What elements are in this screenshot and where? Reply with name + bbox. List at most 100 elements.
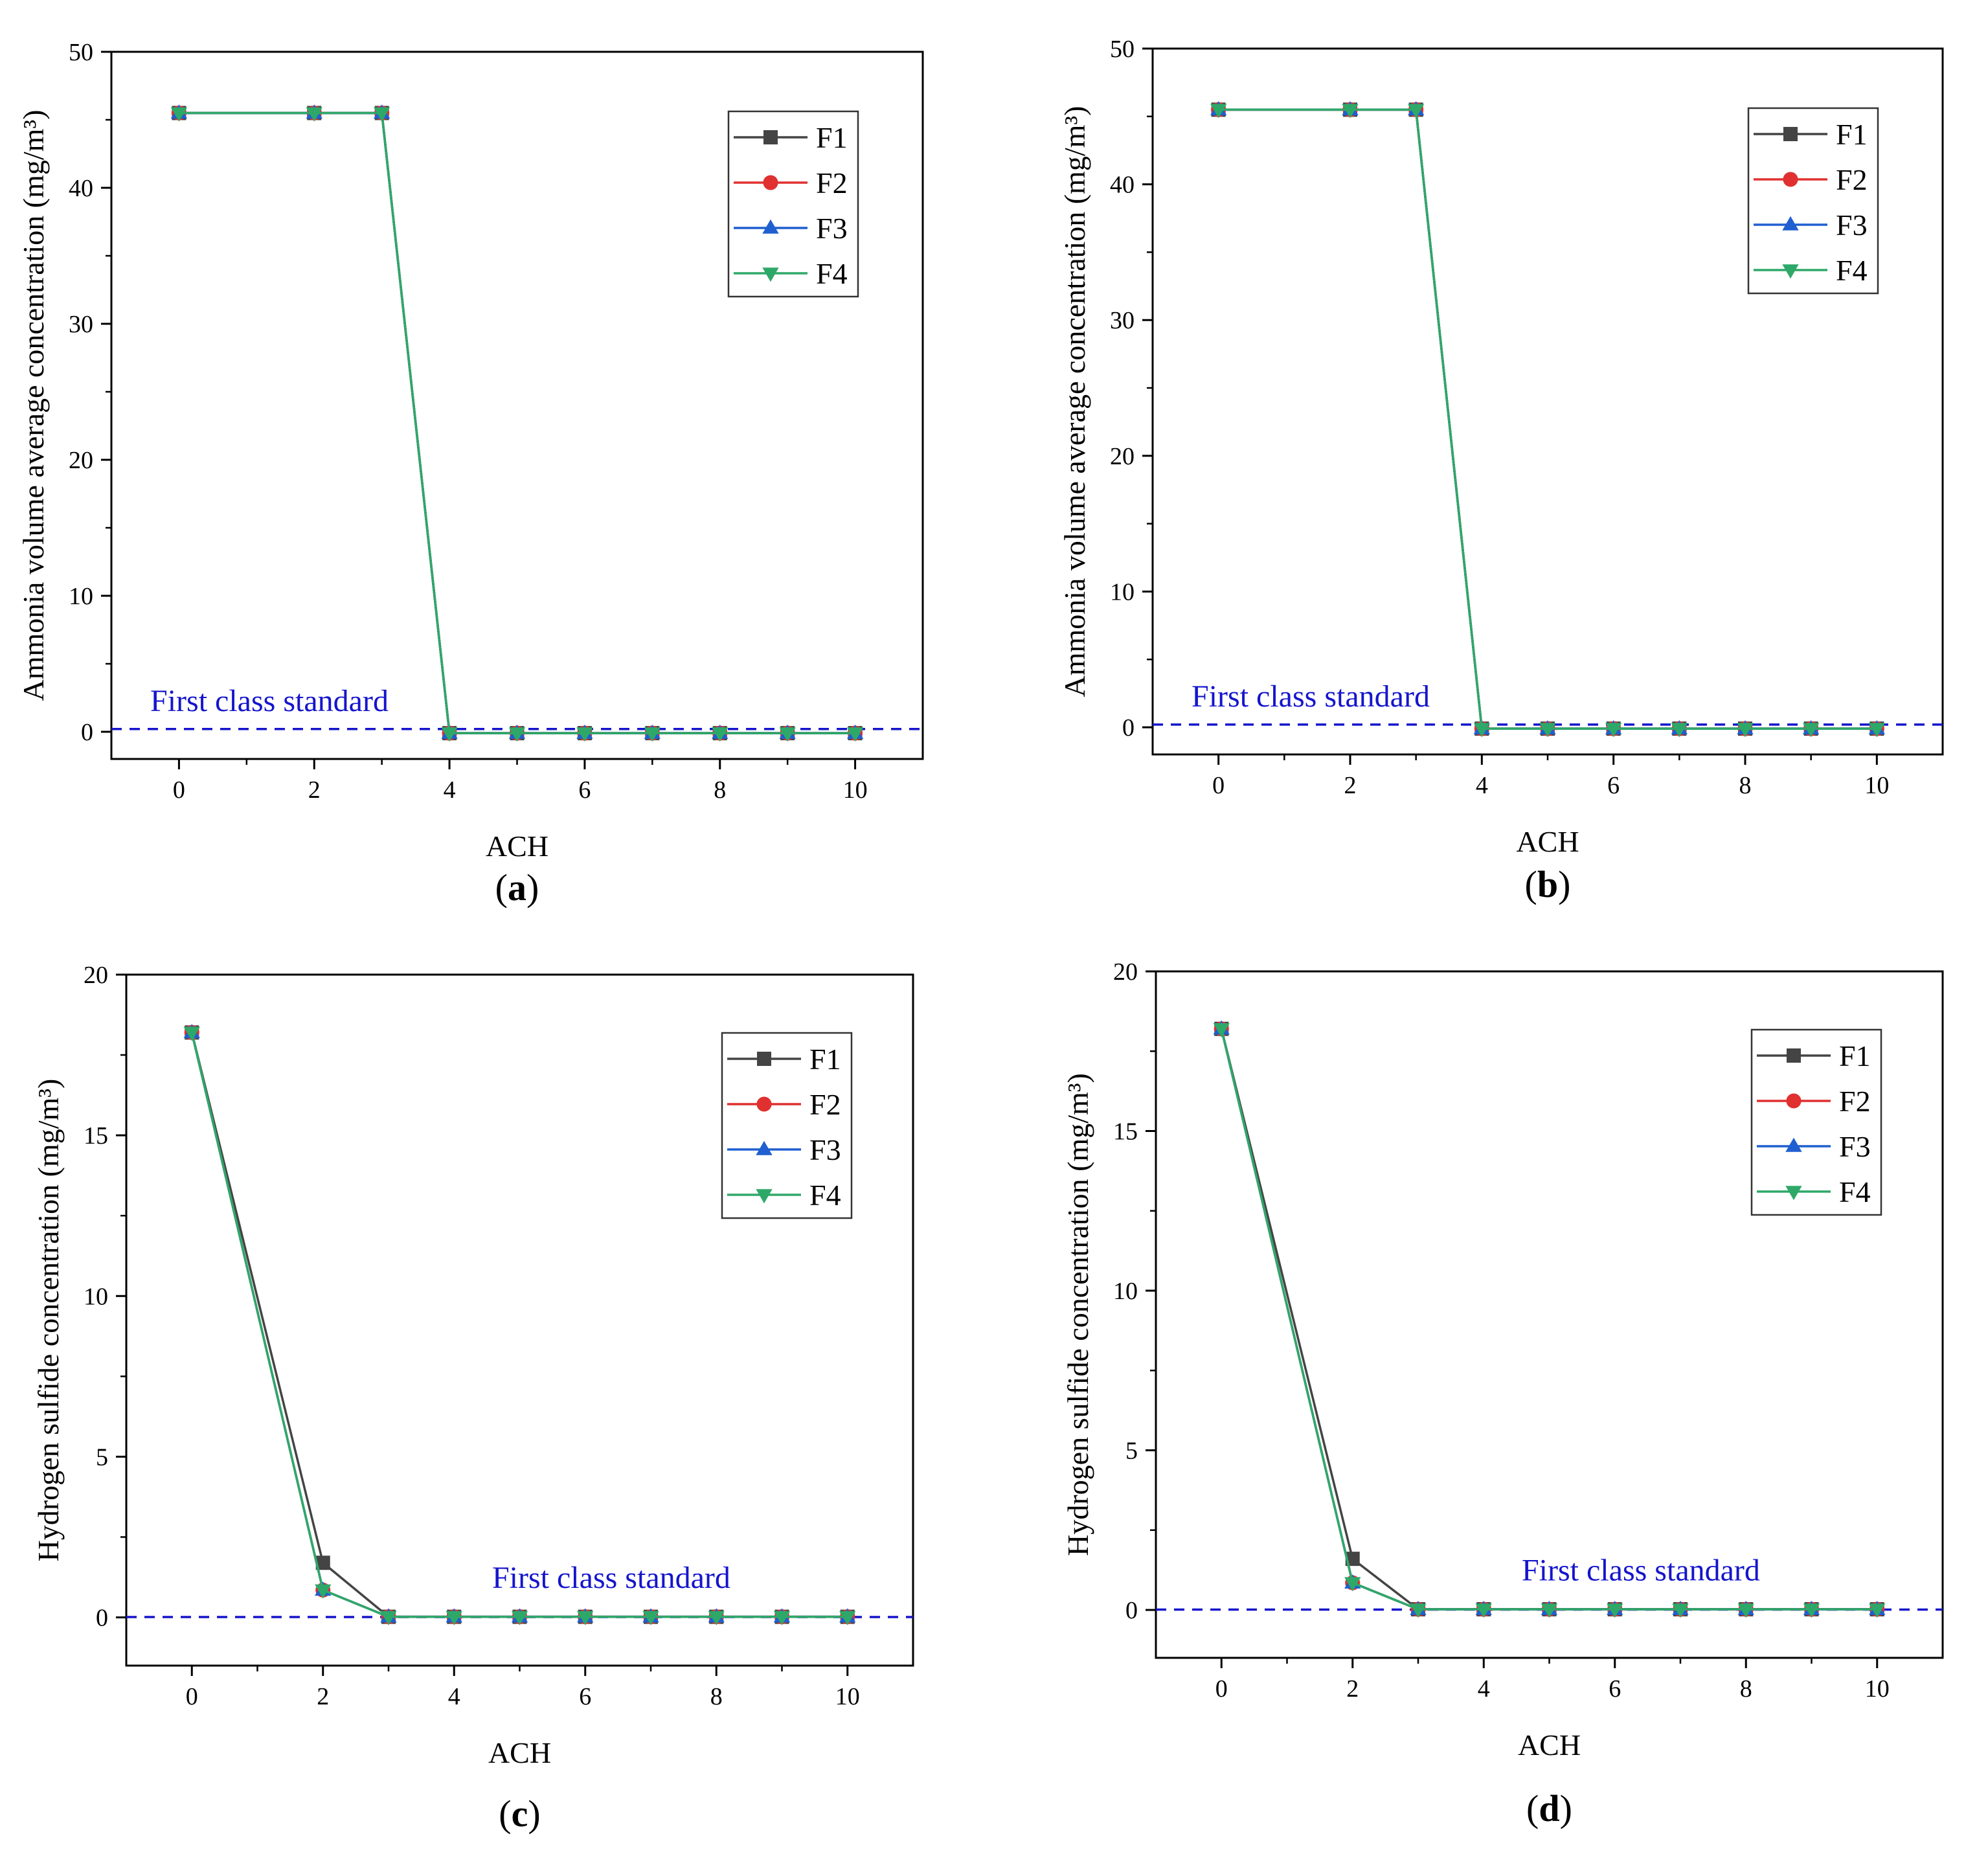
y-axis-label: Hydrogen sulfide concentration (mg/m³)	[32, 1079, 65, 1562]
data-point-F4	[576, 727, 593, 742]
legend-label-F1: F1	[1836, 118, 1868, 151]
data-point-F4	[1408, 104, 1425, 119]
x-tick-label: 0	[186, 1683, 198, 1710]
x-tick-label: 4	[1478, 1675, 1490, 1703]
series-F4	[183, 1026, 856, 1625]
legend-label-F4: F4	[1839, 1175, 1871, 1208]
x-tick-label: 0	[1215, 1675, 1228, 1703]
x-tick-label: 6	[1607, 772, 1620, 799]
y-tick-label: 0	[1122, 714, 1135, 741]
y-axis-label: Ammonia volume average concentration (mg…	[1058, 106, 1091, 697]
data-point-F4	[1541, 1603, 1558, 1618]
legend-marker-F3	[756, 1140, 773, 1155]
x-tick-label: 8	[710, 1683, 723, 1710]
data-point-F4	[374, 107, 390, 122]
x-axis-label: ACH	[486, 830, 548, 863]
x-tick-label: 4	[444, 776, 456, 804]
x-axis-label: ACH	[488, 1736, 551, 1769]
data-point-F4	[577, 1611, 594, 1625]
legend-label-F4: F4	[809, 1179, 841, 1212]
series-line-F4	[179, 111, 855, 734]
y-tick-label: 10	[1113, 1278, 1138, 1305]
panel-label: (a)	[495, 866, 539, 909]
y-tick-label: 10	[1110, 578, 1135, 605]
x-tick-label: 6	[578, 776, 591, 804]
data-point-F4	[1607, 1603, 1623, 1618]
x-tick-label: 10	[1864, 772, 1889, 799]
data-point-F4	[508, 727, 526, 742]
data-point-F4	[380, 1611, 397, 1625]
legend-box	[727, 110, 859, 298]
legend-marker-F2	[756, 1096, 772, 1112]
y-tick-label: 30	[1110, 307, 1135, 334]
series-line-F4	[1220, 1028, 1877, 1611]
y-tick-label: 10	[69, 583, 93, 610]
legend-label-F2: F2	[1839, 1085, 1871, 1118]
x-tick-label: 2	[308, 776, 321, 804]
data-point-F4	[1803, 1603, 1820, 1618]
data-point-F4	[1671, 723, 1688, 738]
y-tick-label: 10	[84, 1283, 108, 1310]
legend-label-F1: F1	[816, 121, 848, 154]
x-tick-label: 8	[1740, 1675, 1752, 1703]
legend-label-F4: F4	[1836, 254, 1868, 287]
data-point-F4	[644, 727, 661, 742]
legend-marker-F2	[1786, 1093, 1802, 1109]
data-point-F4	[1344, 1577, 1361, 1592]
legend-label-F2: F2	[1836, 163, 1868, 196]
series-F4	[170, 107, 864, 742]
data-point-F4	[170, 107, 188, 122]
legend-label-F3: F3	[1839, 1130, 1871, 1163]
x-tick-label: 10	[1865, 1675, 1890, 1703]
x-tick-label: 6	[579, 1683, 591, 1710]
series-F4	[1210, 104, 1885, 738]
y-tick-label: 20	[1110, 443, 1135, 470]
y-tick-label: 15	[84, 1122, 108, 1149]
chart-panel-c: 0 2 4 6 8 10 0 5 10 15 20 ACH Hydrogen sulfide conce…	[32, 962, 914, 1835]
x-tick-label: 8	[1739, 772, 1752, 799]
legend-marker-F3	[1782, 216, 1799, 231]
y-axis-label: Ammonia volume average concentration (mg…	[17, 109, 50, 701]
x-tick-label: 10	[843, 776, 868, 804]
data-point-F4	[315, 1584, 332, 1599]
data-point-F4	[1539, 723, 1556, 738]
y-tick-label: 40	[1110, 172, 1135, 199]
legend-marker-F1	[1787, 1048, 1801, 1063]
chart-panel-d: 0 2 4 6 8 10 0 5 10 15 20 ACH Hydrogen sulfide conce…	[1061, 958, 1944, 1829]
y-tick-label: 50	[69, 39, 93, 66]
x-tick-label: 6	[1609, 1675, 1621, 1703]
x-tick-label: 2	[1346, 1675, 1359, 1703]
legend-box	[1750, 1028, 1882, 1216]
y-tick-label: 50	[1110, 36, 1135, 63]
legend-box	[721, 1032, 853, 1219]
data-point-F4	[1803, 723, 1820, 738]
y-tick-label: 0	[1125, 1597, 1138, 1624]
data-point-F4	[446, 1611, 462, 1625]
legend-marker-F4	[756, 1189, 773, 1204]
legend-label-F3: F3	[816, 212, 848, 245]
series-line-F4	[190, 1032, 848, 1618]
data-point-F4	[1672, 1603, 1689, 1618]
data-point-F4	[1605, 723, 1622, 738]
legend-label-F1: F1	[1839, 1039, 1871, 1072]
data-point-F4	[839, 1611, 856, 1625]
panel-label: (b)	[1525, 863, 1571, 905]
legend-marker-F3	[762, 219, 779, 234]
data-point-F4	[642, 1611, 659, 1625]
panel-label: (c)	[499, 1793, 540, 1835]
legend-marker-F2	[1783, 172, 1798, 187]
data-point-F1	[315, 1556, 330, 1570]
legend-label-F4: F4	[816, 257, 848, 290]
first-class-standard-label: First class standard	[492, 1561, 730, 1595]
data-point-F1	[1345, 1552, 1360, 1567]
data-point-F4	[708, 1611, 725, 1625]
chart-panel-a: 0 2 4 6 8 10 0 10 20 30 40 50 ACH Ammonia volume aver…	[17, 39, 924, 909]
y-tick-label: 40	[69, 175, 93, 202]
legend-marker-F4	[762, 267, 779, 282]
legend-marker-F4	[1782, 264, 1799, 279]
data-point-F4	[773, 1611, 791, 1625]
data-point-F4	[846, 727, 864, 742]
data-point-F4	[779, 727, 796, 742]
x-tick-label: 8	[714, 776, 726, 804]
x-tick-label: 2	[1344, 772, 1357, 799]
